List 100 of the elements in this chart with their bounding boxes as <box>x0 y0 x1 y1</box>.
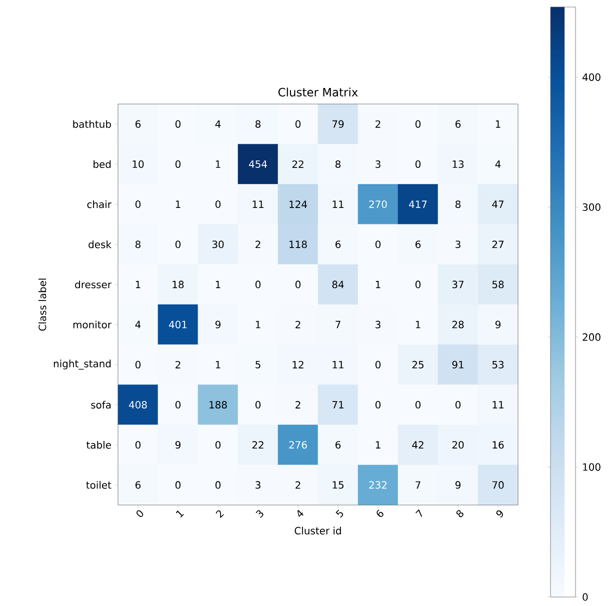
data-label: 0 <box>175 120 181 128</box>
data-label: 0 <box>375 360 381 368</box>
x-tick-label: 4 <box>297 510 304 517</box>
data-label: 6 <box>416 240 421 248</box>
x-tick-label: 0 <box>136 510 144 517</box>
data-label: 118 <box>290 240 307 248</box>
data-label: 11 <box>492 401 504 408</box>
x-tick-label: 3 <box>256 510 264 518</box>
y-axis-title: Class label <box>38 278 46 331</box>
data-label: 28 <box>452 320 464 328</box>
data-label: 0 <box>415 400 421 409</box>
data-label: 0 <box>135 200 141 208</box>
data-label: 276 <box>289 441 307 449</box>
data-label: 4 <box>135 320 141 328</box>
data-label: 2 <box>296 481 300 489</box>
data-label: 3 <box>376 320 380 328</box>
data-label: 7 <box>336 320 340 328</box>
data-label: 9 <box>495 320 500 328</box>
data-label: 8 <box>256 120 260 128</box>
data-label: 6 <box>336 240 341 248</box>
data-label: 15 <box>332 481 344 489</box>
x-tick-label: 5 <box>336 510 344 518</box>
data-label: 1 <box>216 280 220 288</box>
data-label: 11 <box>332 200 344 208</box>
data-label: 0 <box>175 400 181 409</box>
data-label: 84 <box>332 280 344 288</box>
data-label: 2 <box>376 120 380 128</box>
data-label: 0 <box>135 441 141 449</box>
data-label: 4 <box>495 160 501 168</box>
data-label: 11 <box>332 361 344 368</box>
y-tick-label: monitor <box>73 320 112 328</box>
data-label: 0 <box>255 280 261 288</box>
color-bar-label: 300 <box>582 203 600 211</box>
data-label: 10 <box>132 160 144 168</box>
data-label: 1 <box>216 160 220 168</box>
data-label: 6 <box>136 120 141 128</box>
x-tick-label: 9 <box>496 510 503 518</box>
color-bar-label: 0 <box>582 593 588 601</box>
data-label: 0 <box>415 120 421 128</box>
data-label: 9 <box>175 441 180 449</box>
data-label: 58 <box>492 280 504 288</box>
data-label: 16 <box>492 441 504 449</box>
chart-title: Cluster Matrix <box>278 88 358 97</box>
data-label: 3 <box>456 240 460 248</box>
data-label: 417 <box>408 200 427 208</box>
data-label: 6 <box>456 120 461 128</box>
data-label: 0 <box>135 360 141 368</box>
data-label: 401 <box>168 320 187 328</box>
data-label: 0 <box>175 481 181 489</box>
data-label: 0 <box>415 160 421 168</box>
x-tick-label: 7 <box>416 509 422 518</box>
data-label: 0 <box>295 120 301 128</box>
y-tick-label: desk <box>88 240 112 248</box>
x-tick-label: 6 <box>376 510 384 517</box>
x-tick-label: 1 <box>176 510 184 518</box>
x-tick-label: 8 <box>456 510 464 518</box>
data-label: 42 <box>412 441 424 449</box>
data-label: 8 <box>456 200 460 208</box>
data-label: 1 <box>176 200 180 208</box>
data-label: 9 <box>455 481 460 489</box>
data-label: 0 <box>175 240 181 248</box>
data-label: 30 <box>212 240 224 248</box>
data-label: 124 <box>290 200 307 208</box>
data-label: 20 <box>452 441 464 449</box>
data-label: 0 <box>455 400 461 409</box>
color-bar-label: 400 <box>582 73 600 81</box>
data-label: 5 <box>256 360 260 368</box>
data-label: 47 <box>492 200 504 208</box>
data-label: 4 <box>215 120 221 128</box>
data-label: 91 <box>452 360 464 368</box>
data-label: 2 <box>256 240 260 248</box>
data-label: 27 <box>492 240 504 248</box>
data-label: 3 <box>256 481 260 489</box>
data-label: 232 <box>369 481 387 489</box>
data-label: 408 <box>128 400 147 409</box>
x-axis-title: Cluster id <box>294 526 341 534</box>
data-label: 1 <box>496 120 500 128</box>
y-tick-label: chair <box>87 200 112 208</box>
y-tick-label: table <box>86 440 111 449</box>
x-tick-label: 2 <box>216 510 224 518</box>
data-label: 0 <box>415 280 421 288</box>
data-label: 6 <box>336 441 341 449</box>
data-label: 1 <box>416 320 420 328</box>
data-label: 25 <box>412 360 424 368</box>
data-label: 71 <box>332 401 344 408</box>
data-label: 1 <box>376 441 380 448</box>
data-label: 0 <box>215 441 221 449</box>
data-label: 53 <box>492 360 504 368</box>
data-label: 3 <box>376 160 380 168</box>
data-label: 22 <box>292 160 304 168</box>
data-label: 8 <box>136 240 140 248</box>
y-tick-label: dresser <box>75 280 112 288</box>
data-label: 70 <box>492 481 504 489</box>
data-label: 2 <box>176 360 180 368</box>
data-label: 7 <box>416 481 420 489</box>
data-label: 0 <box>375 240 381 248</box>
data-label: 12 <box>292 360 304 368</box>
data-label: 1 <box>376 280 380 288</box>
data-label: 270 <box>369 200 387 208</box>
data-label: 0 <box>175 160 181 168</box>
